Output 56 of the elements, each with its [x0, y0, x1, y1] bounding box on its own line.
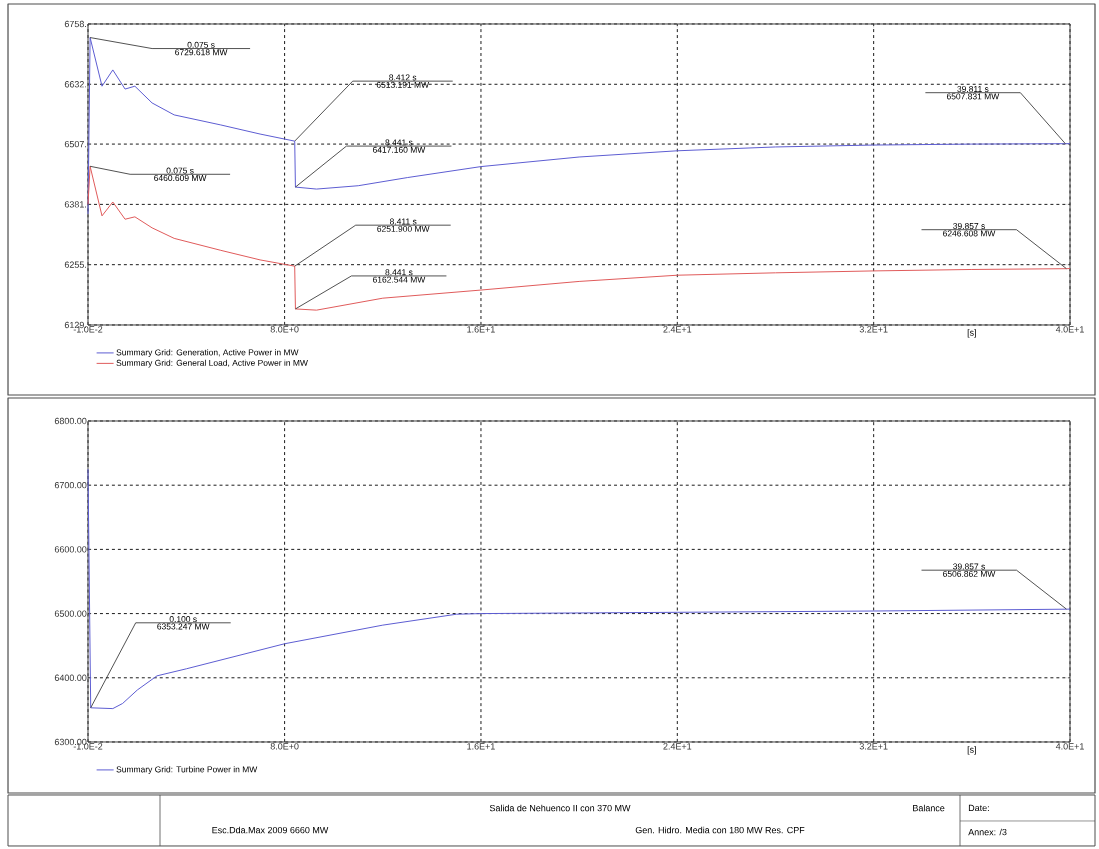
- x-axis-title: [s]: [967, 329, 976, 338]
- annotation: 0.075 s: [166, 167, 194, 174]
- text: Annex: /3: [968, 828, 1007, 836]
- text: Gen. Hidro. Media con 180 MW Res. CPF: [635, 826, 805, 834]
- x-axis-title: [s]: [967, 746, 976, 755]
- annotation: 6353.247 MW: [157, 623, 210, 630]
- annotation: 39.857 s: [953, 563, 985, 570]
- text: Esc.Dda.Max 2009 6660 MW: [212, 826, 329, 834]
- x-tick-label: 8.0E+0: [270, 326, 299, 333]
- annotation: 8.412 s: [389, 74, 417, 81]
- x-tick-label: -1.0E-2: [73, 743, 103, 750]
- y-tick-label: 6381.: [64, 201, 86, 208]
- annotation: 6506.862 MW: [943, 570, 996, 577]
- line-series: [87, 37, 1071, 215]
- x-tick-label: 1.6E+1: [467, 743, 495, 750]
- x-tick-label: 3.2E+1: [859, 326, 888, 333]
- annotation: 8.441 s: [385, 139, 413, 146]
- annotation: 39.857 s: [953, 223, 985, 229]
- legend-label: Summary Grid: Generation, Active Power in MW: [116, 349, 299, 358]
- annotation: 8.411 s: [390, 218, 417, 225]
- y-tick-label: 6758.: [64, 20, 86, 28]
- y-tick-label: 6632.: [64, 81, 86, 88]
- y-tick-label: 6255.: [64, 261, 86, 268]
- annotation: 6460.609 MW: [154, 175, 207, 181]
- text: Salida de Nehuenco II con 370 MW: [489, 804, 631, 812]
- x-tick-label: 4.0E+1: [1055, 743, 1084, 750]
- annotation: 6251.900 MW: [377, 225, 430, 232]
- text: Date:: [968, 804, 989, 812]
- annotation: 6417.160 MW: [373, 146, 426, 153]
- annotation: 6162.544 MW: [373, 276, 426, 283]
- annotation: 6507.831 MW: [946, 93, 1000, 100]
- annotation: 6729.618 MW: [175, 49, 228, 56]
- x-tick-label: 2.4E+1: [663, 743, 692, 750]
- x-tick-label: 4.0E+1: [1055, 326, 1084, 333]
- annotation: 8.441 s: [385, 269, 413, 276]
- line-series: [87, 468, 1071, 710]
- annotation: 0.075 s: [187, 41, 215, 48]
- y-tick-label: 6507.: [64, 140, 86, 148]
- y-tick-label: 6800.00: [54, 417, 87, 425]
- x-tick-label: 1.6E+1: [467, 326, 495, 333]
- y-tick-label: 6700.00: [54, 482, 87, 489]
- x-tick-label: 8.0E+0: [270, 743, 299, 750]
- legend-label: Summary Grid: Turbine Power in MW: [116, 766, 258, 775]
- annotation: 0.100 s: [169, 616, 197, 623]
- annotation: 6246.608 MW: [943, 230, 996, 237]
- annotation: 6513.191 MW: [376, 81, 430, 88]
- text: Balance: [913, 804, 945, 812]
- x-tick-label: 2.4E+1: [663, 326, 692, 333]
- x-tick-label: 3.2E+1: [859, 743, 888, 750]
- y-tick-label: 6500.00: [54, 610, 87, 617]
- line-series: [87, 165, 1071, 311]
- y-tick-label: 6300.00: [54, 738, 87, 746]
- y-tick-label: 6600.00: [54, 546, 87, 553]
- y-tick-label: 6400.00: [54, 674, 87, 681]
- annotation: 39.811 s: [957, 86, 989, 92]
- legend-label: Summary Grid: General Load, Active Power in MW: [116, 359, 308, 368]
